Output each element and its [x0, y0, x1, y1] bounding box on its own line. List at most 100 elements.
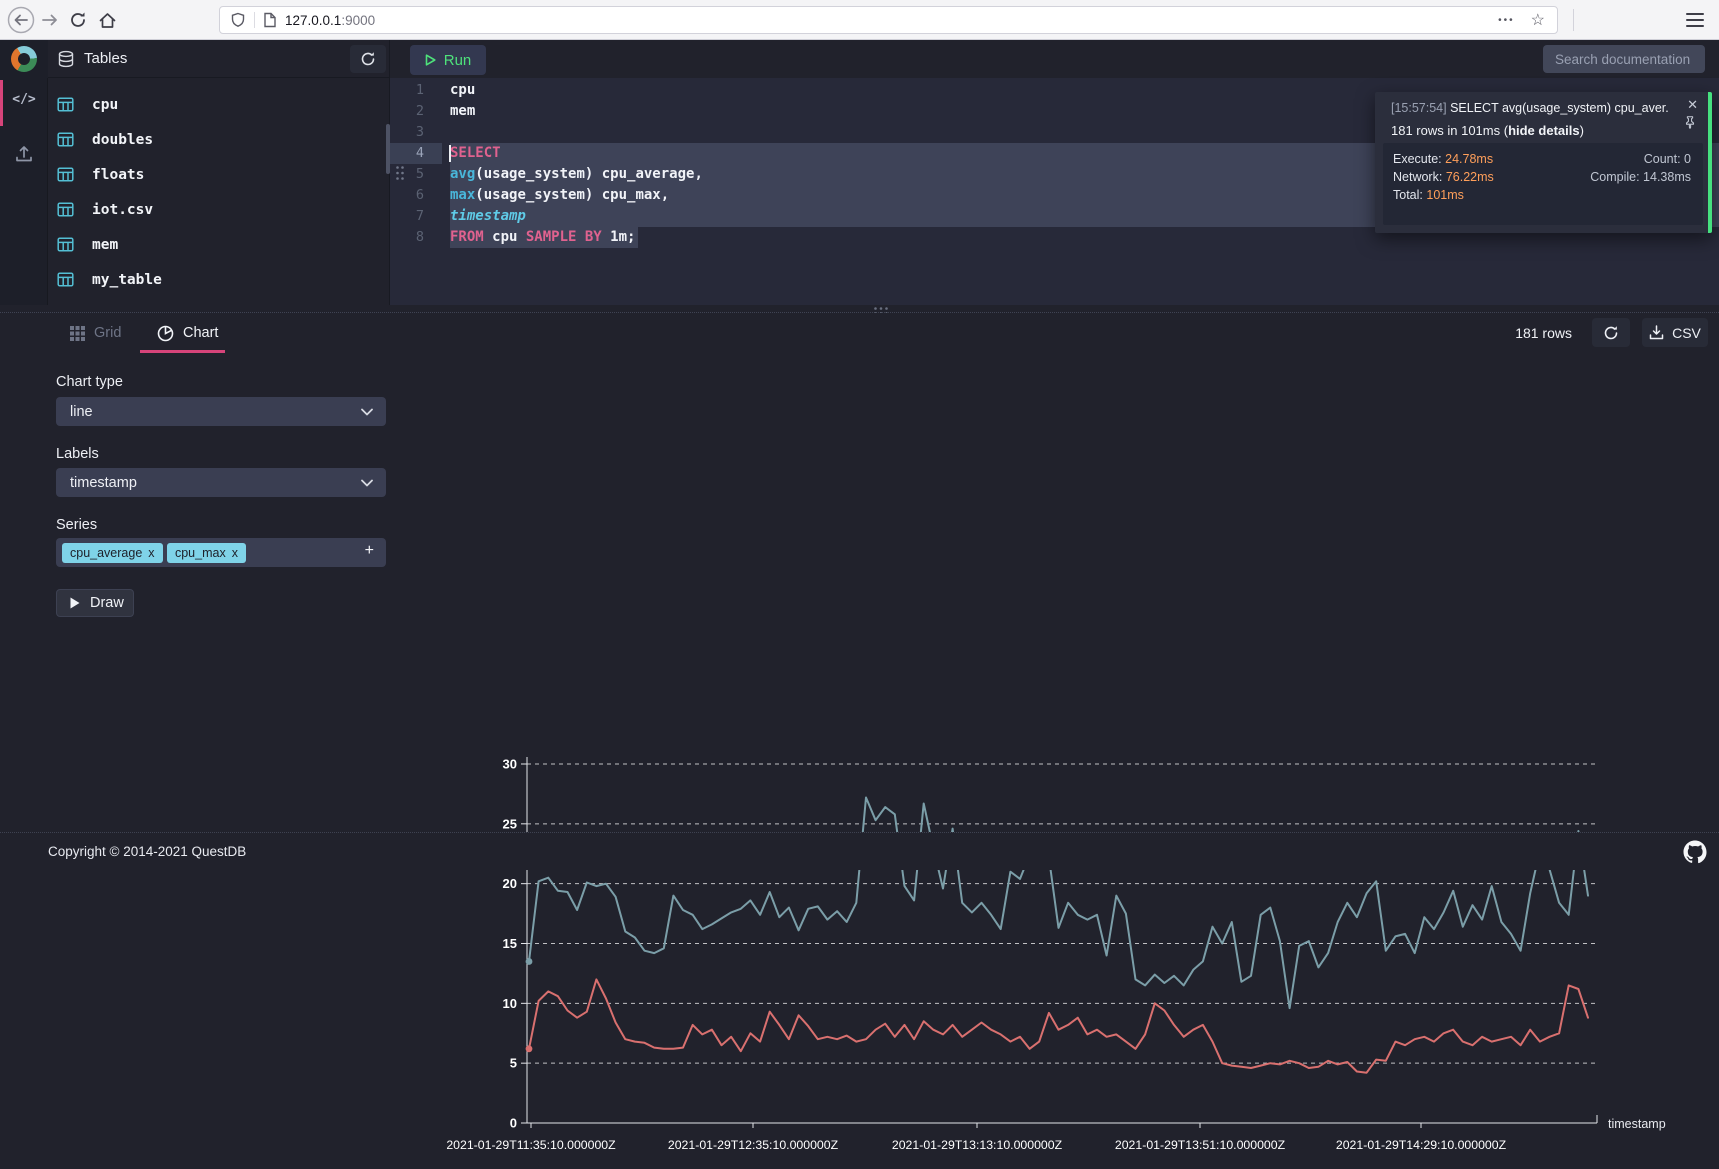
table-name: mem — [92, 236, 119, 253]
chip-remove-icon[interactable]: x — [231, 545, 238, 560]
table-icon — [57, 237, 74, 252]
svg-text:2021-01-29T11:35:10.000000Z: 2021-01-29T11:35:10.000000Z — [446, 1138, 616, 1152]
questdb-logo-icon — [11, 46, 37, 72]
url-text[interactable]: 127.0.0.1:9000 — [285, 12, 376, 28]
editor-line[interactable]: 1 cpu — [390, 80, 1719, 101]
back-icon — [7, 6, 35, 34]
hide-details-link[interactable]: hide details — [1508, 123, 1580, 138]
line-number: 7 — [415, 208, 424, 224]
table-list-item[interactable]: floats — [48, 157, 389, 192]
tab-chart-label: Chart — [183, 325, 219, 341]
table-list-item[interactable]: my_table — [48, 262, 389, 297]
console-tab[interactable]: </> — [0, 92, 48, 107]
line-number: 8 — [415, 229, 424, 245]
chart-type-select[interactable]: line — [56, 397, 386, 426]
table-list-item[interactable]: mem — [48, 227, 389, 262]
import-tab[interactable] — [14, 144, 34, 164]
text-cursor — [449, 145, 451, 162]
tables-panel-title: Tables — [84, 50, 128, 67]
active-tab-underline — [140, 350, 225, 353]
table-icon — [57, 167, 74, 182]
editor-line[interactable]: 3 — [390, 122, 1719, 143]
forward-icon — [42, 14, 57, 26]
code-text: max(usage_system) cpu_max, — [450, 187, 670, 203]
query-timing-details: Execute: 24.78ms Network: 76.22ms Total:… — [1383, 143, 1703, 225]
run-button[interactable]: Run — [410, 45, 486, 75]
database-icon — [58, 50, 74, 68]
table-name: cpu — [92, 96, 119, 113]
chip-remove-icon[interactable]: x — [148, 545, 155, 560]
series-chip[interactable]: cpu_average x — [62, 542, 163, 563]
back-button[interactable] — [6, 0, 36, 40]
code-text: avg(usage_system) cpu_average, — [450, 166, 703, 182]
results-refresh-button[interactable] — [1592, 318, 1630, 347]
code-text: mem — [450, 103, 476, 119]
shield-icon[interactable] — [230, 12, 246, 28]
menu-icon[interactable] — [1686, 13, 1704, 27]
tab-grid[interactable]: Grid — [70, 313, 121, 353]
editor-line[interactable]: 8 FROM cpu SAMPLE BY 1m; — [390, 227, 1719, 248]
svg-text:25: 25 — [503, 816, 517, 831]
pin-icon[interactable] — [1683, 115, 1697, 129]
svg-text:2021-01-29T12:35:10.000000Z: 2021-01-29T12:35:10.000000Z — [668, 1138, 839, 1152]
home-icon — [99, 12, 115, 28]
forward-button[interactable] — [38, 0, 62, 40]
home-button[interactable] — [95, 0, 119, 40]
reload-button[interactable] — [66, 0, 90, 40]
execute-stat: Execute: 24.78ms — [1393, 152, 1494, 166]
series-chip[interactable]: cpu_max x — [166, 542, 246, 563]
query-notification-popup: [15:57:54] SELECT avg(usage_system) cpu_… — [1375, 92, 1712, 233]
chevron-down-icon — [361, 408, 373, 416]
tables-panel-header: Tables — [48, 40, 390, 78]
search-documentation-input[interactable] — [1543, 45, 1705, 73]
draw-button[interactable]: Draw — [56, 589, 134, 617]
csv-download-button[interactable]: CSV — [1642, 318, 1708, 347]
notification-title: [15:57:54] SELECT avg(usage_system) cpu_… — [1391, 101, 1669, 115]
bookmark-star-icon[interactable]: ☆ — [1530, 12, 1545, 29]
run-label: Run — [443, 51, 472, 69]
address-bar[interactable]: 127.0.0.1:9000 ••• ☆ — [219, 6, 1558, 34]
editor-drag-handle-icon[interactable] — [395, 165, 405, 181]
labels-value: timestamp — [70, 474, 137, 491]
table-list-item[interactable]: cpu — [48, 87, 389, 122]
tables-refresh-button[interactable] — [350, 45, 386, 73]
refresh-icon — [1604, 325, 1618, 339]
results-section: Chart type line Labels timestamp Series … — [0, 353, 1719, 1152]
table-name: iot.csv — [92, 201, 154, 218]
pie-chart-icon — [157, 325, 174, 341]
svg-text:5: 5 — [510, 1056, 517, 1071]
add-series-button[interactable]: + — [364, 542, 374, 559]
table-name: my_table — [92, 271, 162, 288]
table-list-item[interactable]: doubles — [48, 122, 389, 157]
table-icon — [57, 132, 74, 147]
notification-summary: 181 rows in 101ms (hide details) — [1391, 123, 1584, 138]
horizontal-splitter[interactable] — [0, 305, 1719, 315]
line-number: 3 — [415, 124, 424, 140]
draw-play-icon — [70, 597, 80, 609]
table-icon — [57, 97, 74, 112]
tab-grid-label: Grid — [94, 325, 122, 341]
table-list-item[interactable]: iot.csv — [48, 192, 389, 227]
github-icon[interactable] — [1683, 840, 1707, 864]
total-stat: Total: 101ms — [1393, 188, 1464, 202]
compile-stat: Compile: 14.38ms — [1590, 170, 1691, 184]
table-name: doubles — [92, 131, 154, 148]
row-count: 181 rows — [1515, 325, 1572, 341]
count-stat: Count: 0 — [1643, 152, 1691, 166]
page-actions-icon[interactable]: ••• — [1498, 14, 1515, 26]
questdb-logo[interactable] — [0, 40, 48, 78]
line-number: 1 — [415, 82, 424, 98]
draw-label: Draw — [90, 595, 124, 611]
labels-select[interactable]: timestamp — [56, 468, 386, 497]
grid-icon — [70, 325, 85, 341]
series-box[interactable]: cpu_average x cpu_max x + — [56, 538, 386, 567]
svg-text:2021-01-29T14:29:10.000000Z: 2021-01-29T14:29:10.000000Z — [1336, 1138, 1507, 1152]
close-icon[interactable]: ✕ — [1687, 97, 1698, 112]
page-icon[interactable] — [263, 12, 277, 28]
tables-panel: cpu doubles floats iot.csv mem my_table — [48, 78, 390, 305]
line-chart[interactable]: 0 5 10 15 20 25 30 2021-01-29T11:35:10.000000Z 2… — [400, 749, 1719, 1169]
tables-scrollbar[interactable] — [386, 124, 390, 174]
tab-chart[interactable]: Chart — [157, 313, 218, 353]
editor-line[interactable]: 2 mem — [390, 101, 1719, 122]
code-text: cpu — [450, 82, 476, 98]
